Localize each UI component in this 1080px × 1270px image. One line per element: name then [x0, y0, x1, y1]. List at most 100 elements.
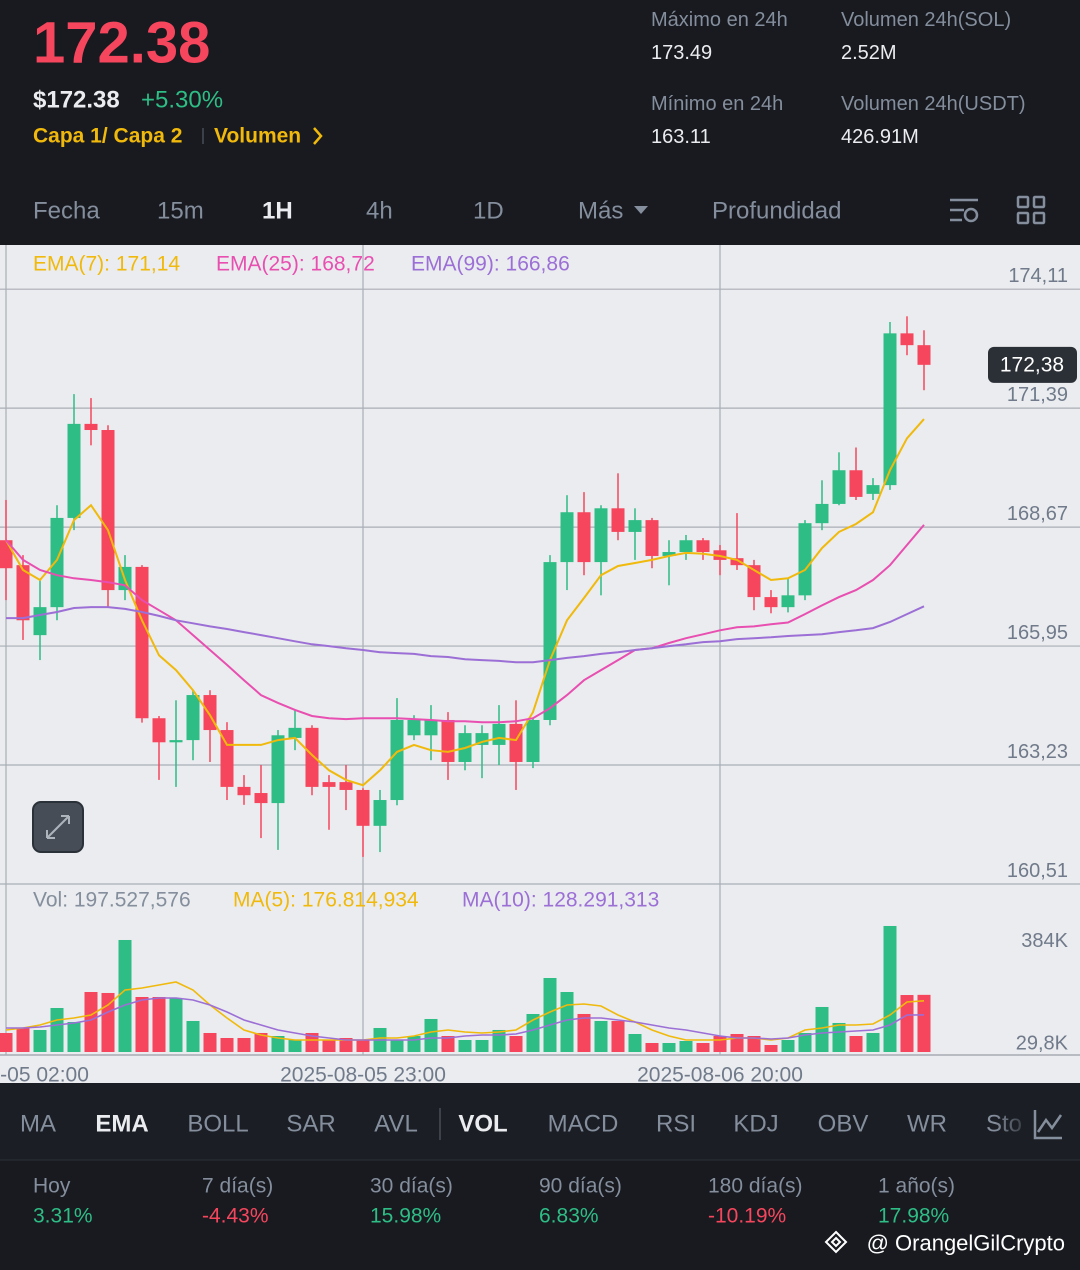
indicator-tab[interactable]: EMA	[95, 1111, 148, 1138]
settings-icon[interactable]	[950, 198, 979, 223]
indicator-tab[interactable]: VOL	[458, 1111, 507, 1138]
indicator-line	[5, 524, 925, 724]
volume-link[interactable]: Volumen	[214, 125, 301, 148]
y-tick-label: 165,95	[1007, 622, 1068, 644]
candle-body	[33, 607, 47, 636]
volume-bar	[492, 1029, 506, 1052]
period-change: 6.83%	[539, 1205, 599, 1228]
volume-bar	[339, 1037, 353, 1052]
volume-bar	[407, 1036, 421, 1052]
candle-body	[67, 423, 81, 518]
volume-bar	[662, 1043, 676, 1052]
volume-bar	[781, 1039, 795, 1052]
indicator-tab[interactable]: BOLL	[187, 1111, 248, 1138]
indicator-line	[5, 981, 925, 1041]
candle-body	[152, 718, 166, 743]
candle-body	[679, 540, 693, 553]
candle-body	[560, 512, 574, 563]
candle-body	[424, 719, 438, 736]
time-tab[interactable]: Profundidad	[712, 198, 841, 225]
candle-body	[475, 733, 489, 745]
period-change: 3.31%	[33, 1205, 93, 1228]
candle-body	[526, 719, 540, 762]
x-tick-label: 2025-08-05 23:00	[280, 1064, 446, 1087]
volume-bar	[628, 1034, 642, 1052]
volume-bar	[237, 1037, 251, 1052]
volume-bar	[883, 925, 897, 1052]
time-tab[interactable]: 1H	[262, 198, 293, 225]
legend-entry: MA(5): 176.814,934	[233, 889, 419, 912]
candle-body	[322, 782, 336, 787]
chart-bg	[0, 245, 1080, 1083]
volume-bar	[713, 1036, 727, 1052]
indicator-tab[interactable]: KDJ	[733, 1111, 778, 1138]
candle-body	[543, 562, 557, 720]
candle-body	[50, 517, 64, 608]
category-tag[interactable]: Capa 1/ Capa 2	[33, 125, 182, 148]
volume-bar	[152, 997, 166, 1052]
candle-body	[305, 727, 319, 787]
volume-bar	[917, 994, 931, 1052]
chevron-icon	[313, 127, 323, 145]
candle-body	[730, 558, 744, 566]
candle-body	[254, 793, 268, 804]
candle-body	[16, 565, 30, 621]
volume-bar	[424, 1018, 438, 1052]
candle-body	[288, 727, 302, 738]
volume-bar	[135, 997, 149, 1052]
candle-body	[101, 430, 115, 591]
period-label: 1 año(s)	[878, 1175, 955, 1198]
candle-body	[747, 565, 761, 598]
volume-bar	[900, 995, 914, 1052]
candle-body	[492, 723, 506, 745]
time-tab[interactable]: 4h	[366, 198, 393, 225]
indicator-tab[interactable]: WR	[907, 1111, 947, 1138]
volume-bar	[679, 1041, 693, 1052]
period-change: -4.43%	[202, 1205, 269, 1228]
period-change: 15.98%	[370, 1205, 441, 1228]
chart-icon[interactable]	[1033, 1110, 1063, 1140]
y-tick-label: 171,39	[1007, 384, 1068, 406]
candle-body	[356, 789, 370, 826]
candle-body	[577, 512, 591, 563]
period-label: 180 día(s)	[708, 1175, 803, 1198]
time-tab[interactable]: Fecha	[33, 198, 100, 225]
time-tab[interactable]: 1D	[473, 198, 504, 225]
candle-body	[169, 740, 183, 743]
candle-body	[509, 723, 523, 762]
dropdown-icon[interactable]	[634, 206, 648, 214]
volume-bar	[645, 1043, 659, 1052]
volume-bar	[543, 978, 557, 1052]
volume-bar	[577, 1013, 591, 1052]
time-tab[interactable]: Más	[578, 198, 623, 225]
volume-bar	[611, 1020, 625, 1052]
indicator-tab[interactable]: OBV	[818, 1111, 869, 1138]
legend-entry: MA(10): 128.291,313	[462, 889, 659, 912]
indicator-tab[interactable]: MA	[20, 1111, 56, 1138]
candle-body	[237, 786, 251, 796]
watermark-icon	[824, 1230, 848, 1254]
y-tick-label: 163,23	[1007, 741, 1068, 763]
candle-body	[611, 508, 625, 532]
time-tab[interactable]: 15m	[157, 198, 204, 225]
indicator-tab[interactable]: MACD	[548, 1111, 619, 1138]
stat-value: 163.11	[651, 126, 711, 148]
candle-body	[84, 423, 98, 431]
indicator-tab[interactable]: AVL	[374, 1111, 418, 1138]
volume-bar	[186, 1020, 200, 1052]
indicator-tab[interactable]: RSI	[656, 1111, 696, 1138]
candle-body	[390, 719, 404, 801]
candle-body	[628, 520, 642, 532]
candle-body	[407, 719, 421, 736]
volume-bar	[288, 1039, 302, 1052]
layout-icon[interactable]	[1016, 195, 1046, 225]
stat-value: 2.52M	[841, 42, 897, 64]
volume-bar	[696, 1043, 710, 1052]
volume-bar	[815, 1006, 829, 1052]
candle-body	[373, 800, 387, 826]
indicator-tab[interactable]: SAR	[286, 1111, 335, 1138]
volume-bar	[594, 1020, 608, 1052]
candle-body	[900, 333, 914, 346]
volume-bar	[509, 1036, 523, 1052]
header-bg	[0, 0, 1080, 245]
